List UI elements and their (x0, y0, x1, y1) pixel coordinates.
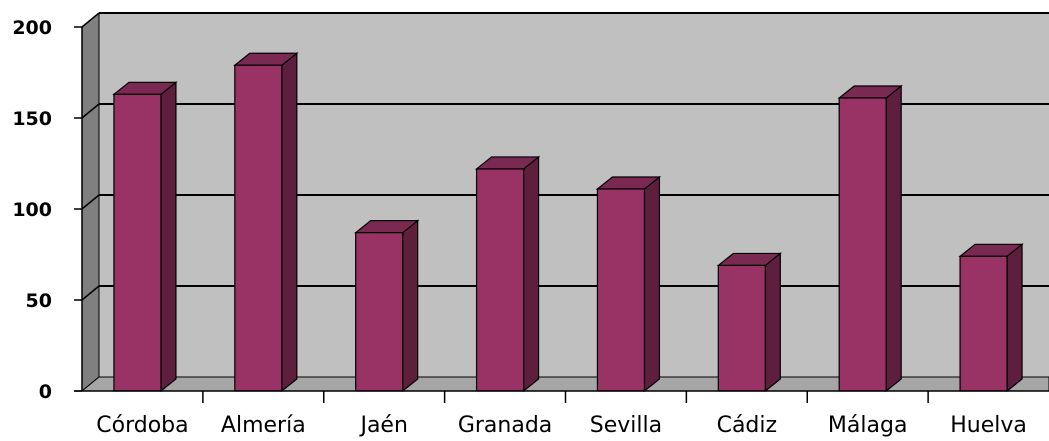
x-category-labels: Córdoba Almería Jaén Granada Sevilla Cádiz Mál… (96, 413, 1027, 438)
bar-front (234, 64, 283, 392)
bar-front (838, 97, 887, 392)
bar-side (643, 175, 661, 393)
x-category-label: Jaén (358, 413, 407, 438)
y-tick-label: 150 (12, 108, 52, 130)
y-tick-label: 200 (12, 17, 52, 39)
bar-side (160, 81, 177, 393)
plot-walls (80, 11, 1049, 393)
axes (74, 26, 1049, 403)
bar-front (959, 255, 1008, 392)
bar-front (475, 168, 525, 392)
x-category-label: Huelva (950, 413, 1027, 438)
gridline-side (81, 194, 100, 210)
bar-side (1006, 243, 1023, 393)
bar-side (522, 155, 540, 393)
bar (716, 252, 783, 393)
x-category-label: Cádiz (717, 413, 777, 438)
gridline-side (81, 285, 100, 301)
bar (353, 219, 420, 393)
bar-front (113, 93, 162, 392)
bar-side (402, 219, 419, 393)
x-category-label: Málaga (828, 413, 908, 438)
y-tick-label: 100 (12, 199, 52, 221)
x-category-label: Sevilla (590, 413, 662, 438)
bar-side (885, 84, 902, 393)
bar (474, 155, 541, 393)
x-category-label: Granada (458, 413, 552, 438)
bars (112, 51, 1024, 393)
bar-side (281, 51, 298, 393)
bar (958, 243, 1024, 393)
y-tick-labels: 0 50 100 150 200 (12, 17, 52, 403)
bar (595, 175, 662, 393)
bar (233, 51, 299, 393)
x-category-label: Córdoba (96, 413, 188, 438)
gridline-side (81, 103, 100, 119)
plot-floor (80, 376, 1049, 392)
bar-front (717, 264, 766, 392)
bar-side (764, 252, 781, 393)
x-category-label: Almería (221, 413, 306, 438)
bar-front (355, 232, 404, 392)
y-tick-label: 0 (39, 381, 52, 403)
bar-front (596, 188, 646, 392)
bar (837, 84, 903, 393)
gridline-side (81, 12, 100, 28)
y-tick-label: 50 (26, 290, 52, 312)
bar (112, 81, 178, 393)
